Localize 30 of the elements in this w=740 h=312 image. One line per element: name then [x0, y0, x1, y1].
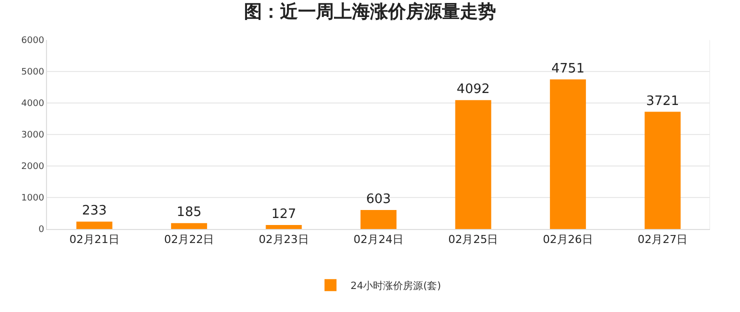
- data-label: 4092: [456, 82, 490, 98]
- y-tick-label: 6000: [21, 36, 44, 46]
- x-tick-label: 02月26日: [542, 233, 593, 246]
- legend-label: 24小时涨价房源(套): [350, 280, 442, 292]
- x-tick-label: 02月22日: [164, 233, 214, 246]
- data-label: 4751: [551, 61, 584, 76]
- x-tick-label: 02月21日: [69, 233, 120, 246]
- bar: [360, 210, 396, 229]
- data-label: 233: [82, 204, 107, 219]
- x-tick-label: 02月23日: [258, 233, 309, 246]
- data-label: 127: [271, 207, 296, 222]
- y-tick-label: 2000: [21, 162, 44, 172]
- bar: [550, 79, 586, 229]
- y-tick-label: 0: [38, 225, 44, 236]
- bar: [266, 225, 302, 229]
- y-tick-label: 3000: [21, 130, 44, 141]
- data-label: 3721: [646, 94, 680, 109]
- data-label: 185: [176, 205, 202, 220]
- bar: [171, 223, 208, 229]
- x-tick-label: 02月27日: [638, 233, 688, 246]
- bar: [455, 100, 492, 229]
- x-tick-label: 02月25日: [448, 233, 498, 246]
- bar: [644, 112, 681, 229]
- data-label: 603: [366, 192, 391, 208]
- chart-title: 图：近一周上海涨价房源量走势: [244, 1, 496, 22]
- x-tick-label: 02月24日: [354, 233, 404, 246]
- y-tick-label: 1000: [21, 194, 44, 204]
- y-tick-label: 4000: [21, 99, 44, 110]
- y-tick-label: 5000: [21, 68, 44, 78]
- bar: [76, 222, 112, 229]
